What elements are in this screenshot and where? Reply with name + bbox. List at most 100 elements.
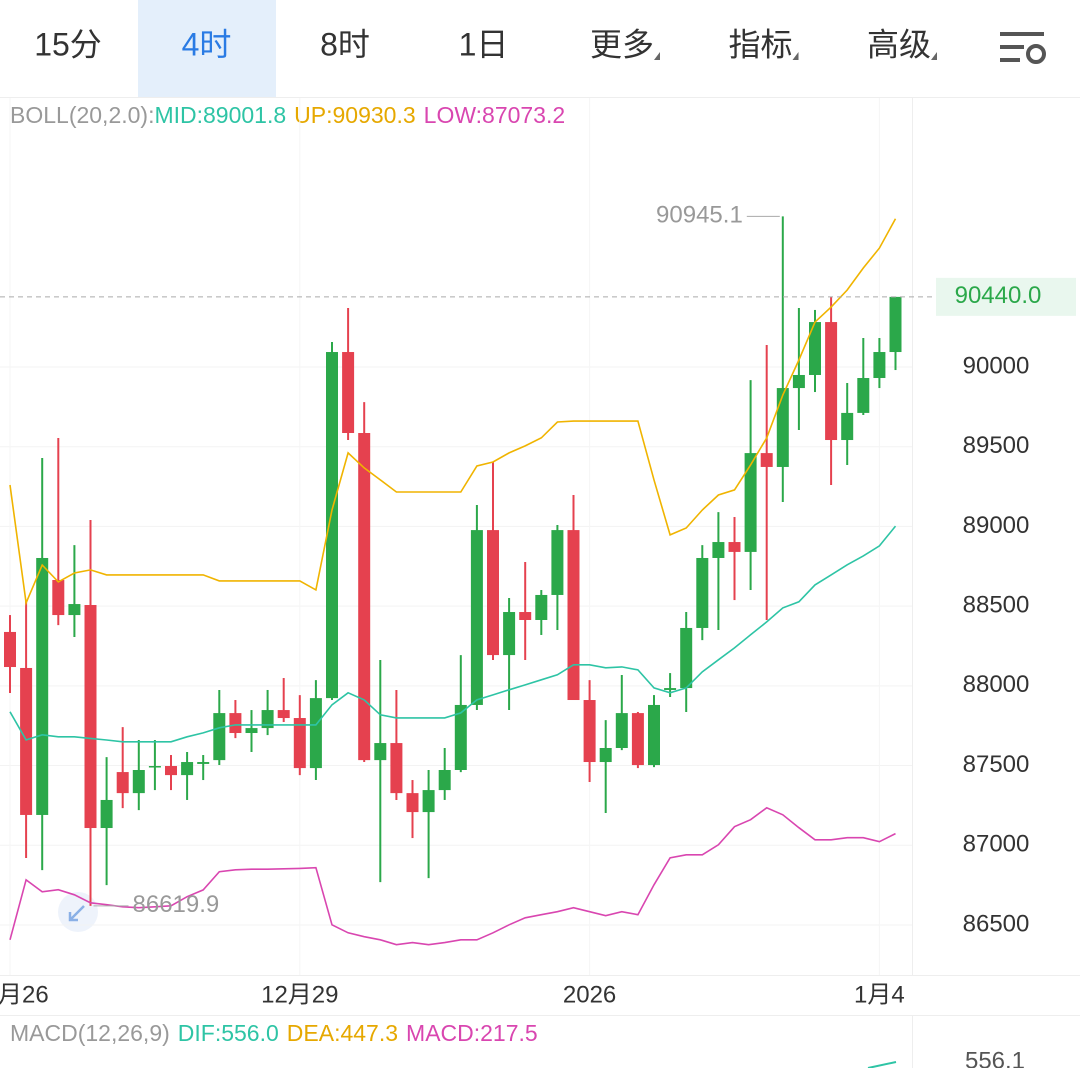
candle-body <box>261 710 274 729</box>
tab[interactable]: 指标 <box>728 26 792 62</box>
tab[interactable]: 更多 <box>590 26 654 62</box>
dropdown-marker <box>792 52 799 60</box>
candle-body <box>535 594 548 620</box>
candle-body <box>809 322 821 375</box>
max-label: 90945.1 <box>656 202 743 229</box>
candle-body <box>422 790 435 813</box>
candle-body <box>374 743 387 761</box>
candle-body <box>470 530 483 705</box>
candle-body <box>52 579 65 616</box>
candle-body <box>148 766 161 768</box>
candle-body <box>309 698 322 769</box>
x-tick-label: 1月4 <box>854 981 905 1008</box>
boll-label: BOLL(20,2.0): <box>10 102 154 128</box>
candle-body <box>760 453 773 467</box>
candle-body <box>728 542 741 552</box>
candle-body <box>857 378 870 413</box>
selected-tab-bg <box>138 0 276 97</box>
macd-axis-label: 556.1 <box>965 1047 1025 1068</box>
candle-body <box>4 631 16 668</box>
boll-mid-line <box>9 525 897 743</box>
y-tick-label: 90000 <box>963 352 1030 379</box>
candle-body <box>100 799 113 829</box>
candle-body <box>712 542 725 558</box>
candle-body <box>583 700 596 763</box>
candle-body <box>181 762 194 776</box>
candle-body <box>873 352 886 379</box>
candle-body <box>84 605 97 829</box>
y-tick-label: 87000 <box>963 831 1030 858</box>
candle-body <box>358 433 371 761</box>
candle-body <box>631 713 644 766</box>
candle-body <box>132 769 145 794</box>
y-tick-label: 86500 <box>963 910 1030 937</box>
x-tick-label: 2026 <box>563 981 616 1008</box>
candle-body <box>841 412 854 441</box>
y-tick-label: 88000 <box>963 671 1030 698</box>
macd-line-stub <box>867 1061 897 1068</box>
macd-header: MACD(12,26,9) DIF:556.0 DEA:447.3 MACD:217.… <box>10 1020 538 1046</box>
candle-body <box>680 627 693 689</box>
x-tick-label: 12月26 <box>0 981 49 1008</box>
candle-body <box>776 388 789 467</box>
zoom-icon[interactable] <box>58 892 98 932</box>
boll-low: LOW:87073.2 <box>424 102 566 128</box>
candle-body <box>615 713 628 749</box>
candle-body <box>229 713 242 734</box>
candle-body <box>551 530 564 595</box>
candle-body <box>277 710 290 719</box>
candle-body <box>825 322 838 441</box>
boll-up-line <box>9 218 897 606</box>
candle-body <box>342 352 355 434</box>
last-price-box <box>936 277 1076 316</box>
candle-body <box>889 296 902 353</box>
candle-body <box>792 374 805 389</box>
candle-body <box>487 530 499 656</box>
tab[interactable]: 15分 <box>34 26 102 62</box>
candle-body <box>599 748 612 763</box>
macd-dea: DEA:447.3 <box>287 1020 398 1046</box>
boll-low-line <box>9 806 896 946</box>
candle-body <box>293 718 306 769</box>
candle-body <box>326 352 338 699</box>
candle-body <box>165 766 177 776</box>
candle-body <box>116 772 129 794</box>
candle-body <box>664 688 677 690</box>
candle-body <box>696 557 709 628</box>
min-label: 86619.9 <box>133 891 220 918</box>
dropdown-marker <box>654 52 660 60</box>
tab[interactable]: 1日 <box>459 26 509 62</box>
dropdown-marker <box>931 52 937 60</box>
boll-header: BOLL(20,2.0):MID:89001.8 UP:90930.3 LOW:87… <box>10 102 565 128</box>
y-tick-label: 87500 <box>963 751 1030 778</box>
settings-icon[interactable] <box>1000 32 1046 64</box>
candle-body <box>245 728 258 734</box>
candle-body <box>519 612 532 620</box>
tab[interactable]: 高级 <box>867 26 931 62</box>
macd-value: MACD:217.5 <box>406 1020 538 1046</box>
candle-body <box>68 604 81 616</box>
candle-body <box>503 612 516 656</box>
candle-body <box>406 793 419 813</box>
macd-label: MACD(12,26,9) <box>10 1020 170 1046</box>
candle-body <box>20 667 33 815</box>
boll-up: UP:90930.3 <box>294 102 415 128</box>
tab[interactable]: 4时 <box>182 26 232 62</box>
candle-body <box>36 557 49 815</box>
last-price-label: 90440.0 <box>955 282 1042 309</box>
y-tick-label: 89500 <box>963 432 1030 459</box>
x-tick-label: 12月29 <box>261 981 338 1008</box>
candle-body <box>454 704 467 770</box>
candle-body <box>213 713 226 761</box>
boll-mid: MID:89001.8 <box>154 102 286 128</box>
candle-body <box>390 743 403 794</box>
candle-body <box>648 704 660 766</box>
tab[interactable]: 8时 <box>320 26 370 62</box>
candle-body <box>438 769 451 791</box>
candle-body <box>197 762 210 764</box>
y-tick-label: 88500 <box>963 591 1030 618</box>
y-tick-label: 89000 <box>963 512 1030 539</box>
candle-body <box>744 453 757 552</box>
